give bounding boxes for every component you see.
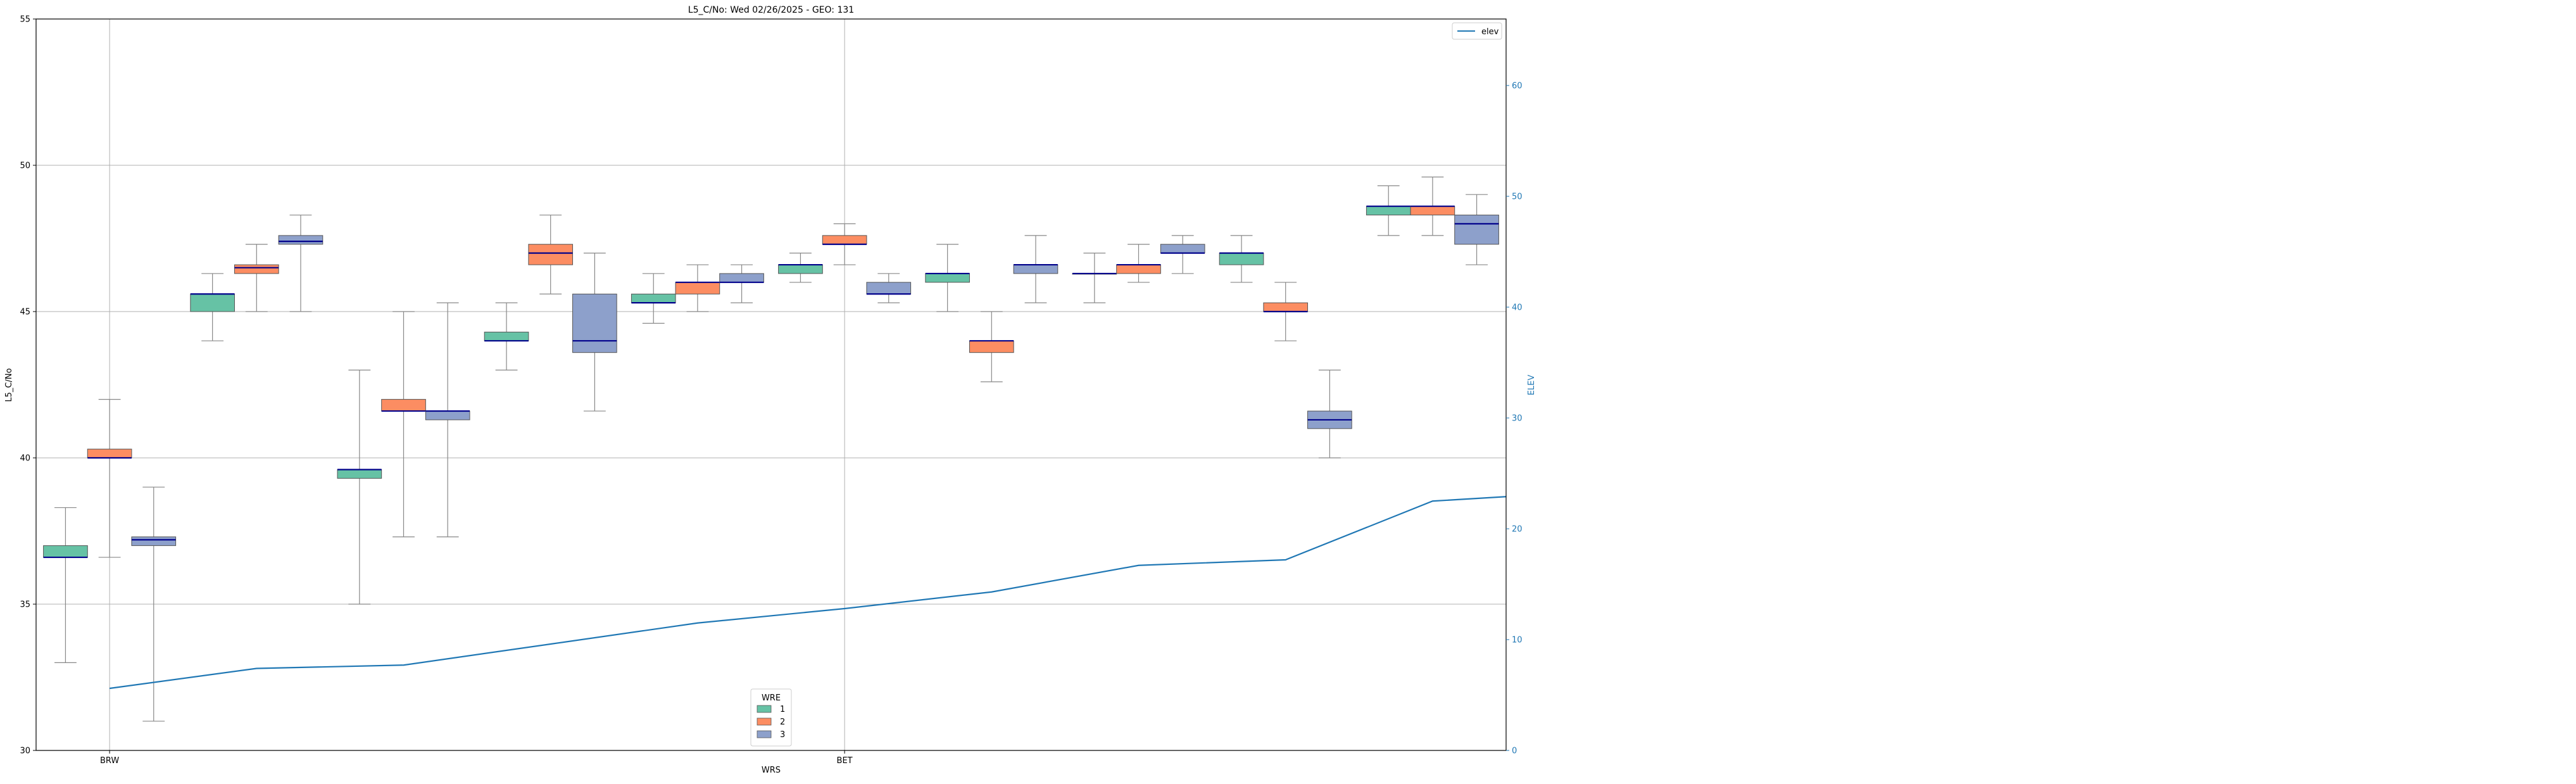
y2-tick-label: 0 [1512,747,1517,756]
box-iqr [234,264,279,274]
box-wre-2-pos-3 [234,244,279,312]
y2-tick-label: 30 [1512,414,1523,424]
box-wre-2-pos-19 [1410,176,1455,236]
legend-label-wre-3: 3 [780,730,785,740]
legend-swatch-wre-3 [757,730,772,738]
box-wre-2-pos-5 [381,311,426,538]
box-iqr [925,273,970,283]
legend-wre: WRE 1 2 3 [750,688,792,747]
box-wre-3-pos-15 [1160,235,1205,274]
box-iqr [1013,264,1059,274]
box-wre-2-pos-1 [87,398,132,558]
box-iqr [43,545,88,558]
box-wre-3-pos-9 [719,264,764,303]
box-wre-2-pos-17 [1263,282,1309,341]
x-axis: BRW BET [100,750,853,766]
legend-label-wre-1: 1 [780,705,785,714]
box-iqr [631,293,676,303]
y-tick-label: 40 [20,454,30,464]
box-wre-1-pos-13 [925,244,970,312]
legend-label-wre-2: 2 [780,718,785,727]
y-tick-label: 55 [20,15,30,25]
elev-line [109,496,1507,690]
y2-tick-label: 10 [1512,636,1523,645]
legend-elev: elev [1452,22,1502,40]
box-iqr [778,264,823,274]
box-iqr [190,293,235,312]
box-iqr [1263,302,1309,312]
y2-tick-label: 50 [1512,193,1523,202]
box-iqr [969,340,1014,353]
box-iqr [866,282,912,294]
grid-lines [36,19,1506,750]
box-iqr [528,244,574,265]
box-wre-1-pos-3 [190,273,235,341]
box-wre-3-pos-19 [1454,194,1499,265]
box-wre-2-pos-9 [675,264,720,312]
box-wre-1-pos-1 [43,507,88,664]
legend-elev-label: elev [1481,27,1499,37]
box-iqr [1366,206,1411,216]
box-wre-2-pos-11 [822,223,867,265]
box-wre-2-pos-15 [1116,244,1161,283]
box-iqr [381,399,426,412]
legend-wre-title: WRE [762,693,781,703]
box-wre-1-pos-15 [1072,253,1117,303]
y-tick-label: 35 [20,600,30,610]
chart-title: L5_C/No: Wed 02/26/2025 - GEO: 131 [688,5,854,15]
y-tick-label: 45 [20,308,30,317]
box-wre-3-pos-11 [866,273,912,303]
box-iqr [131,536,177,547]
y2-tick-label: 40 [1512,303,1523,313]
elev-line-group [109,496,1507,690]
y-tick-label: 30 [20,747,30,756]
box-iqr [719,273,764,283]
y2-axis-label: ELEV [1527,375,1536,396]
box-wre-1-pos-9 [631,273,676,324]
box-plot-group [43,176,1499,722]
box-wre-2-pos-13 [969,311,1014,383]
box-wre-3-pos-7 [572,253,617,412]
y-tick-label: 50 [20,161,30,171]
box-iqr [1454,215,1499,245]
box-iqr [337,469,382,479]
box-wre-1-pos-17 [1219,235,1264,283]
box-iqr [1410,206,1455,216]
legend-swatch-wre-1 [757,705,772,713]
box-wre-2-pos-7 [528,214,574,294]
box-iqr [822,235,867,245]
box-iqr [1160,244,1205,254]
x-axis-label: WRS [762,766,781,775]
y-axis-label: L5_C/No [4,368,14,401]
box-wre-1-pos-19 [1366,185,1411,236]
y2-tick-label: 20 [1512,525,1523,534]
box-wre-3-pos-3 [278,214,324,312]
box-wre-3-pos-1 [131,486,177,722]
y2-tick-label: 60 [1512,82,1523,91]
x-tick-label: BET [837,756,853,766]
box-wre-3-pos-17 [1307,369,1352,458]
box-iqr [484,331,529,341]
box-wre-3-pos-5 [425,302,470,538]
plot-frame [35,18,1507,751]
box-iqr [675,282,720,294]
legend-swatch-wre-2 [757,718,772,726]
box-iqr [572,293,617,353]
box-iqr [1219,253,1264,265]
box-iqr [425,410,470,420]
box-wre-3-pos-13 [1013,235,1059,303]
x-tick-label: BRW [100,756,119,766]
box-iqr [278,235,324,245]
box-wre-1-pos-5 [337,369,382,605]
box-iqr [1116,264,1161,274]
box-wre-1-pos-7 [484,302,529,371]
legend-elev-frame [1452,22,1502,40]
box-iqr [87,448,132,458]
y-axis-right: 0 10 20 30 40 50 60 [1506,82,1523,756]
box-wre-1-pos-11 [778,253,823,283]
y-axis-left: 30 35 40 45 50 55 [20,15,36,756]
